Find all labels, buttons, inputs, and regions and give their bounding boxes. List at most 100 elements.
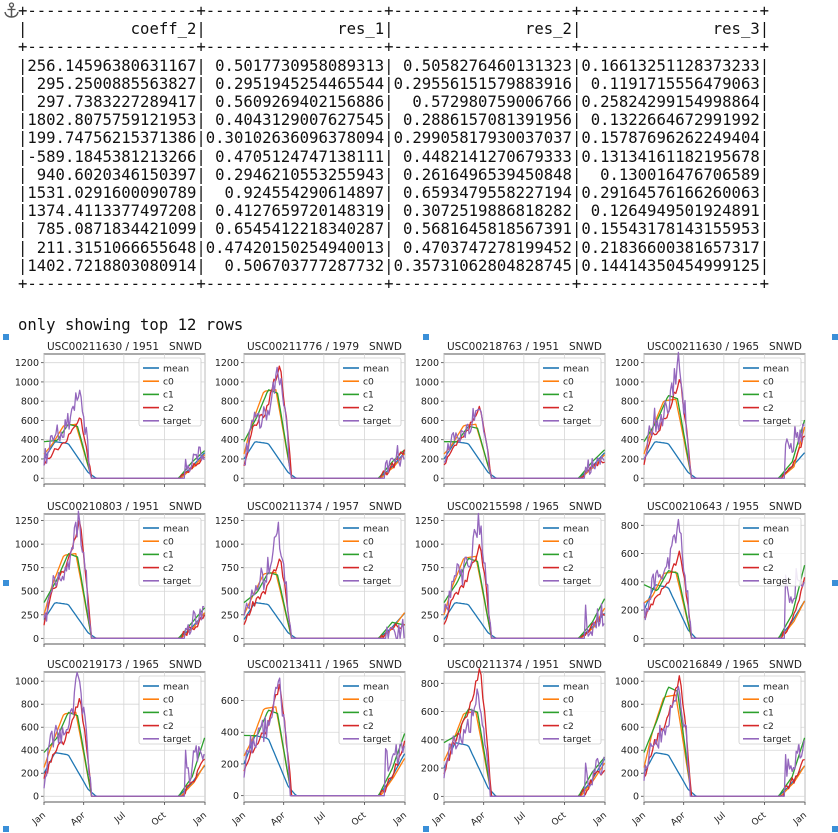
y-tick-label: 0 [233,791,239,802]
y-tick-label: 600 [621,723,639,734]
y-tick-label: 0 [433,474,439,485]
x-tick-label: Apr [269,810,288,828]
y-tick-label: 200 [221,454,239,465]
y-tick-label: 800 [421,397,439,408]
y-tick-label: 1200 [15,358,39,369]
table-cell: res_1 [205,20,385,39]
x-tick-label: Apr [69,810,88,828]
legend-label: c0 [163,537,174,548]
chart-6: USC00211374 / 1957 SNWD 0 250 500 750 1000 1250… [215,501,406,647]
legend-label: target [363,734,391,745]
chart-9: USC00219173 / 1965 SNWD 0 200 400 600 800 1000 J… [15,659,209,828]
chart-title: USC00211374 / 1957 [247,501,359,513]
y-tick-label: 600 [621,549,639,560]
y-tick-label: 0 [433,792,439,803]
series-line-target [243,677,405,797]
table-cell: 0.35731062804828745 [393,256,572,275]
resize-handle-right-top[interactable] [832,334,838,340]
table-cell: 0.130016476706589 [581,165,760,184]
table-row: |256.14596380631167| 0.5017730958089313|… [18,56,770,75]
legend-label: c1 [363,390,374,401]
chart-8: USC00210643 / 1955 SNWD 0 200 400 600 800 mean c… [621,501,806,647]
x-tick-label: Jan [430,811,448,828]
x-tick-label: Jan [230,811,248,828]
legend-label: target [163,416,191,427]
series-line-target [443,512,605,639]
y-tick-label: 800 [621,521,639,532]
legend-box [138,517,202,587]
legend-label: c2 [563,721,574,732]
y-tick-label: 1250 [215,516,239,527]
table-cell: 0.15787696262249404 [581,129,760,148]
y-tick-label: 200 [621,606,639,617]
legend-box [538,357,602,427]
series-line-target [43,389,205,479]
y-tick-label: 400 [421,435,439,446]
table-cell: 256.14596380631167 [27,56,197,75]
table-cell: 0.4482141270679333 [393,147,572,166]
y-tick-label: 800 [421,679,439,690]
y-tick-label: 200 [621,454,639,465]
chart-5: USC00210803 / 1951 SNWD 0 250 500 750 1000 1250… [15,501,206,647]
y-tick-label: 500 [21,587,39,598]
legend-label: target [163,576,191,587]
table-cell: 0.14414350454999125 [581,256,760,275]
chart-title: USC00213411 / 1965 [247,659,359,671]
table-cell: 0.16613251128373233 [581,56,760,75]
table-cell: 0.6545412218340287 [205,220,385,239]
resize-handle-right-bottom[interactable] [832,826,838,832]
y-tick-label: 800 [21,397,39,408]
resize-handle-right-mid[interactable] [832,580,838,586]
resize-handle-left-bottom[interactable] [3,826,9,832]
series-line-target [443,688,605,797]
y-tick-label: 200 [21,454,39,465]
resize-handle-left-mid[interactable] [3,580,9,586]
table-cell: -589.1845381213266 [27,147,197,166]
x-tick-label: Apr [669,810,688,828]
y-tick-label: 0 [433,634,439,645]
table-cell: 0.5609269402156886 [205,93,385,112]
y-tick-label: 0 [633,634,639,645]
chart-2: USC00211776 / 1979 SNWD 0 200 400 600 800 1000 1… [215,341,406,487]
legend-label: c0 [763,695,774,706]
chart-7: USC00215598 / 1965 SNWD 0 250 500 750 1000 1250… [415,501,606,647]
chart-title: USC00210803 / 1951 [47,501,159,513]
resize-handle-center-top[interactable] [423,334,429,340]
y-tick-label: 1200 [215,358,239,369]
y-tick-label: 500 [421,587,439,598]
legend-label: c1 [163,708,174,719]
legend-label: c2 [163,403,174,414]
legend-label: c1 [563,550,574,561]
table-row: |1402.7218803080914| 0.506703777287732|0… [18,256,770,275]
legend-box [338,675,402,745]
resize-handle-left-top[interactable] [3,334,9,340]
y-tick-label: 0 [33,474,39,485]
resize-handle-center-bottom[interactable] [423,826,429,832]
legend-label: mean [563,681,589,692]
legend-label: c0 [763,537,774,548]
x-tick-label: Jan [791,811,809,828]
y-tick-label: 800 [221,397,239,408]
chart-4: USC00211630 / 1965 SNWD 0 200 400 600 800 1000 1… [615,341,806,487]
table-cell: 1531.0291600090789 [27,184,197,203]
table-cell: res_3 [581,20,760,39]
legend-label: c0 [563,537,574,548]
legend-label: mean [163,523,189,534]
x-tick-label: Jan [391,811,409,828]
y-tick-label: 400 [621,746,639,757]
y-tick-label: 1200 [615,358,639,369]
legend-label: target [763,576,791,587]
chart-measure: SNWD [769,501,802,513]
anchor-icon[interactable] [3,2,20,19]
legend-label: mean [763,363,789,374]
chart-measure: SNWD [769,659,802,671]
legend-label: c0 [163,695,174,706]
y-tick-label: 250 [221,610,239,621]
table-cell: 0.3072519886818282 [393,202,572,221]
legend-box [738,517,802,587]
y-tick-label: 1000 [15,377,39,388]
y-tick-label: 400 [421,735,439,746]
y-tick-label: 400 [621,435,639,446]
table-cell: 0.30102636096378094 [205,129,385,148]
table-cell: 0.29556151579883916 [393,74,572,93]
